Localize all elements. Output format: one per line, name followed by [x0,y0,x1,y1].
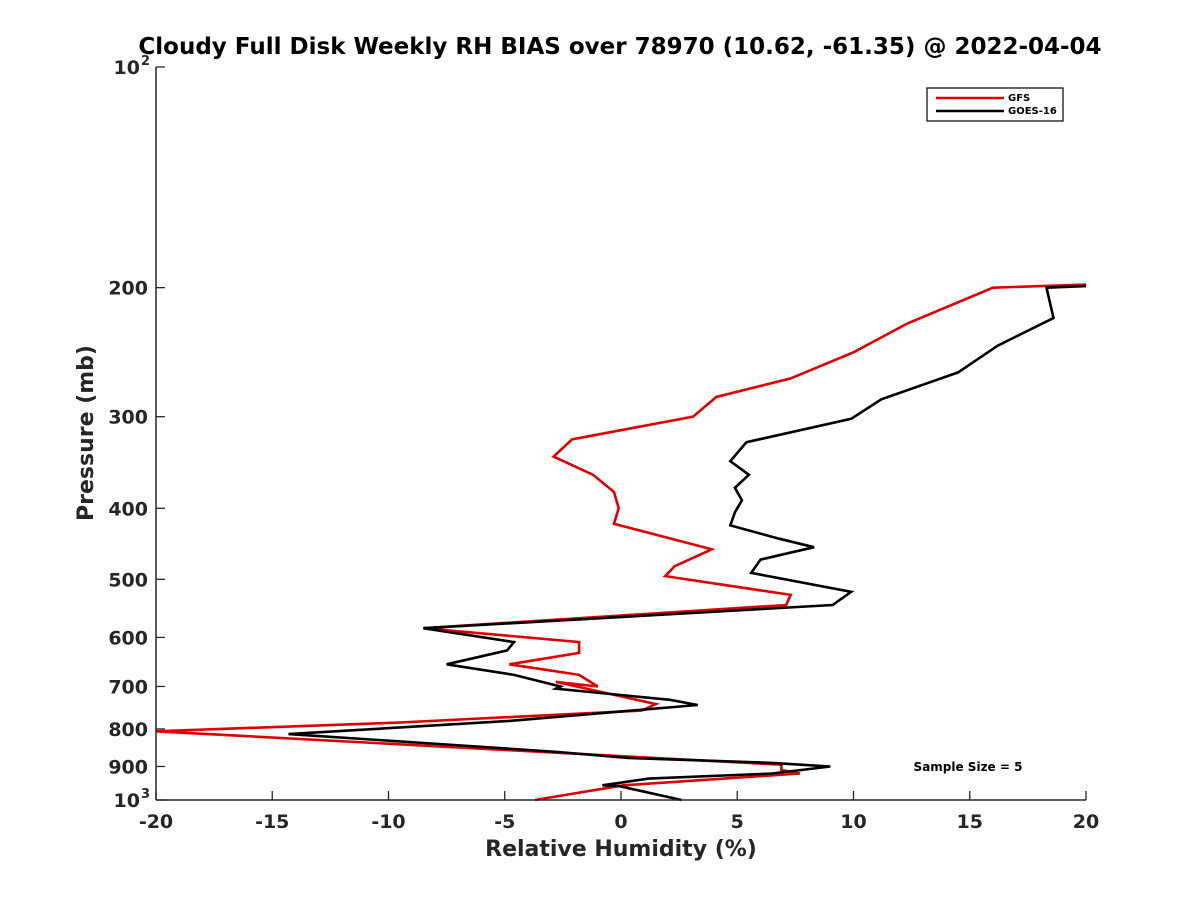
legend-box [926,87,1064,122]
y-tick-exponent: 3 [141,787,150,802]
y-tick-label: 400 [108,498,148,520]
x-axis-ticks: -20 -15 -10 -5 0 5 10 15 20 [139,791,1099,833]
legend-label-goes16: GOES-16 [1008,106,1057,117]
y-tick-label: 10 [114,57,140,79]
x-tick-label: 10 [840,811,866,833]
y-tick-label: 300 [108,407,148,429]
legend: GFS GOES-16 [926,87,1064,122]
y-axis-label: Pressure (mb) [74,345,99,521]
x-tick-label: 20 [1073,811,1099,833]
y-tick-label: 900 [108,756,148,778]
y-tick-label: 200 [108,278,148,300]
sample-size-annotation: Sample Size = 5 [914,760,1023,774]
y-tick-label: 10 [114,790,140,812]
x-axis-label: Relative Humidity (%) [485,837,757,862]
y-tick-exponent: 2 [141,54,150,69]
y-tick-label: 800 [108,719,148,741]
series-line-goes-16 [288,284,1087,802]
legend-label-gfs: GFS [1008,93,1030,104]
y-tick-label: 700 [108,676,148,698]
plot-area [155,67,1087,802]
x-tick-label: -10 [371,811,405,833]
plot-background [156,67,1086,800]
x-tick-label: 15 [957,811,983,833]
x-tick-label: 0 [614,811,627,833]
x-tick-label: -15 [255,811,289,833]
x-tick-label: 5 [731,811,744,833]
y-tick-label: 500 [108,569,148,591]
x-tick-label: -20 [139,811,173,833]
y-tick-label: 600 [108,627,148,649]
x-tick-label: -5 [494,811,515,833]
series-line-gfs [155,283,1087,802]
chart-title: Cloudy Full Disk Weekly RH BIAS over 789… [138,34,1101,60]
series-layer [155,283,1087,802]
